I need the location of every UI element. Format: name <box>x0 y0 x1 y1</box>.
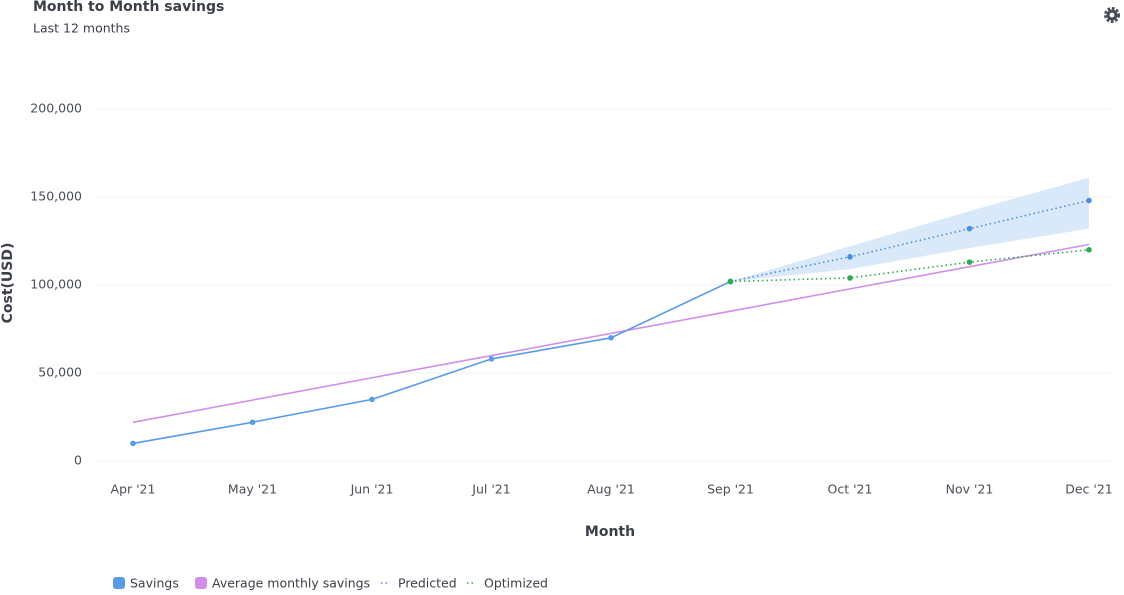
x-tick-label: Dec '21 <box>1065 482 1113 497</box>
series-line <box>132 243 1090 424</box>
legend-item[interactable]: Optimized <box>467 576 548 591</box>
x-tick-label: Apr '21 <box>111 482 156 497</box>
y-axis-label: Cost(USD) <box>0 243 16 324</box>
series-line <box>132 280 731 445</box>
settings-icon[interactable] <box>1104 7 1120 23</box>
x-tick-label: Oct '21 <box>828 482 873 497</box>
legend-item[interactable]: Savings <box>113 576 179 591</box>
data-point <box>130 440 136 447</box>
x-tick-label: May '21 <box>228 482 277 497</box>
data-point <box>966 259 973 265</box>
x-tick-label: Jun '21 <box>350 482 394 497</box>
data-point <box>249 419 256 426</box>
data-point <box>608 335 614 341</box>
y-tick-label: 150,000 <box>30 189 82 204</box>
y-tick-label: 50,000 <box>38 365 82 380</box>
x-axis-label: Month <box>585 524 635 540</box>
data-point <box>369 396 375 403</box>
x-tick-label: Jul '21 <box>471 482 510 497</box>
series-line <box>730 249 1090 283</box>
legend-item[interactable]: Predicted <box>381 576 457 591</box>
data-point <box>727 278 734 285</box>
data-point <box>847 254 853 260</box>
chart-title: Month to Month savings <box>33 0 224 15</box>
legend-item[interactable]: Average monthly savings <box>195 576 370 591</box>
y-tick-label: 0 <box>74 453 82 468</box>
chart-subtitle: Last 12 months <box>33 21 130 36</box>
data-point <box>1086 247 1092 253</box>
legend-label: Predicted <box>398 576 457 591</box>
data-point <box>488 356 495 362</box>
legend-label: Average monthly savings <box>212 576 370 591</box>
prediction-band <box>730 177 1089 282</box>
series-line <box>730 199 1090 283</box>
y-tick-label: 200,000 <box>30 101 82 116</box>
x-tick-label: Nov '21 <box>946 482 994 497</box>
data-point <box>1086 197 1092 204</box>
data-point <box>966 225 973 232</box>
legend-label: Savings <box>130 576 179 591</box>
legend-marker <box>195 577 207 589</box>
x-tick-label: Aug '21 <box>587 482 635 497</box>
y-tick-label: 100,000 <box>30 277 82 292</box>
x-tick-label: Sep '21 <box>707 482 754 497</box>
legend-marker <box>113 577 125 589</box>
data-point <box>847 275 853 281</box>
legend-label: Optimized <box>484 576 548 591</box>
